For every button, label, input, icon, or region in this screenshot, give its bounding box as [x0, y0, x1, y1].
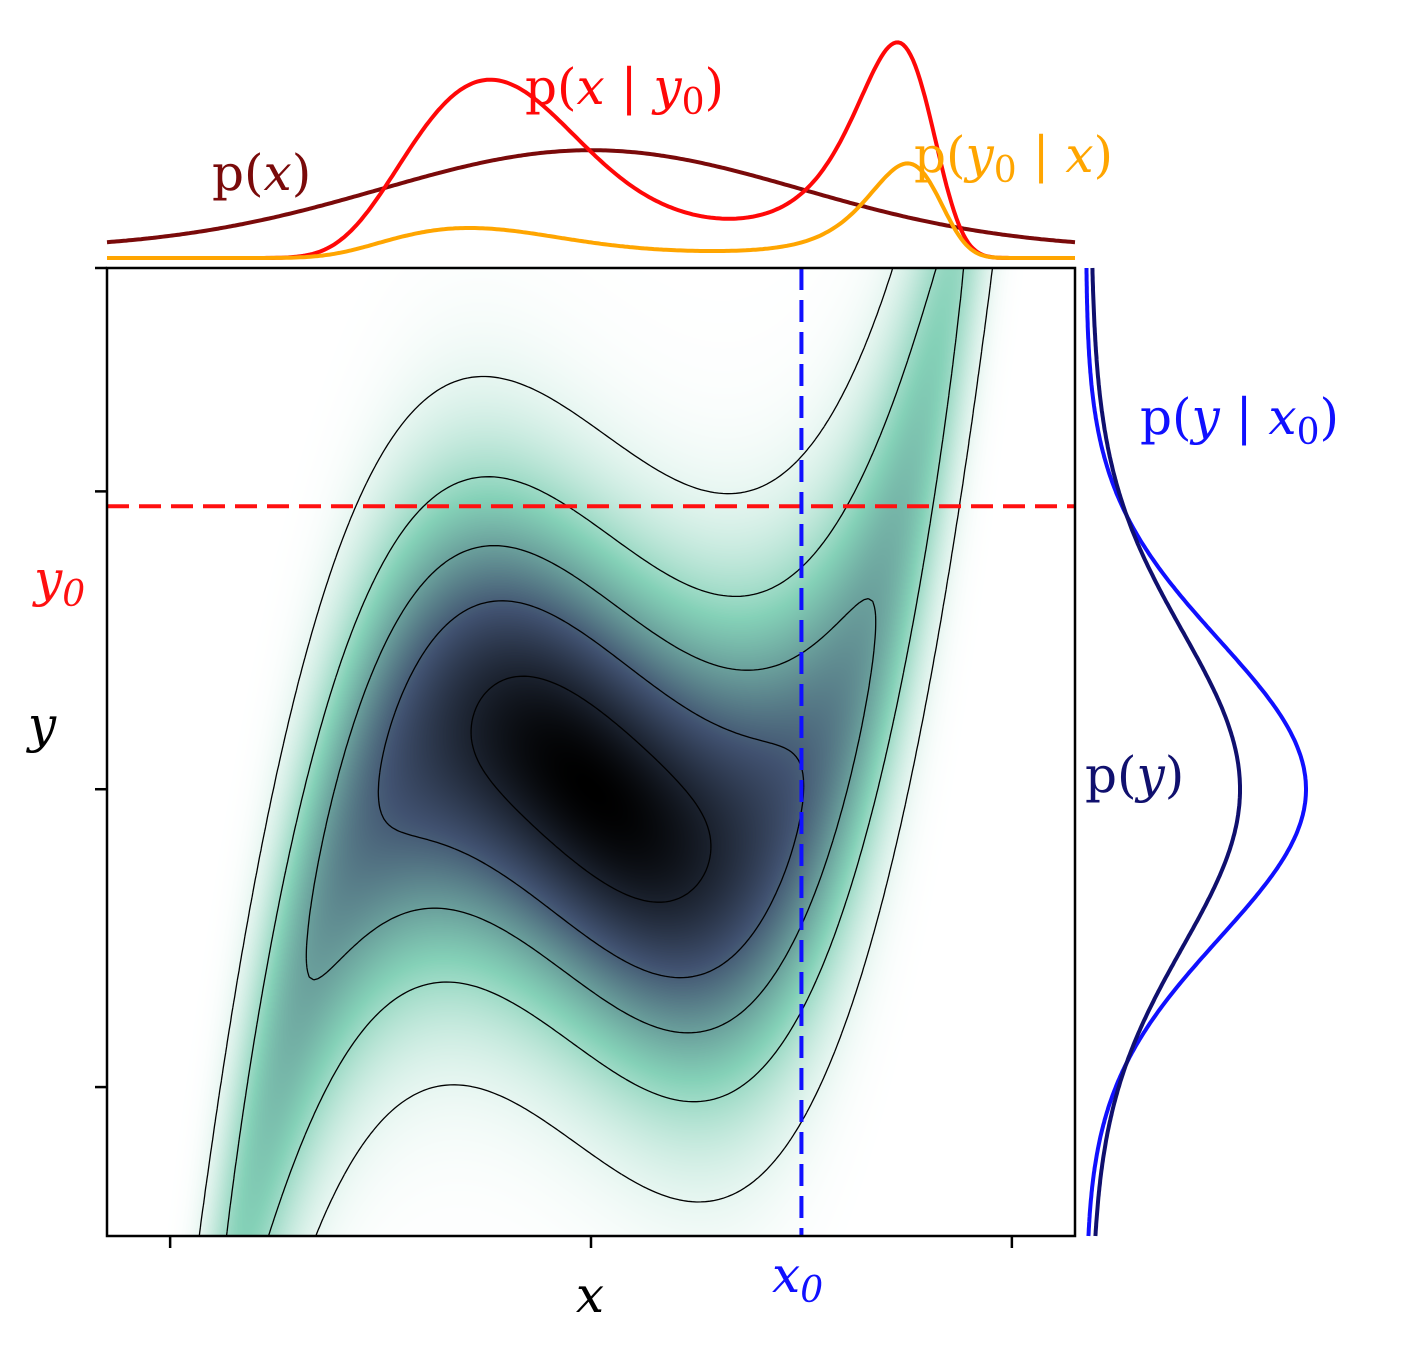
contour-lines [198, 268, 994, 1236]
contour-level-3 [377, 600, 805, 979]
top-marginal-curve-2 [107, 161, 1075, 260]
x0-label: x0 [772, 1246, 823, 1311]
contour-level-2 [305, 544, 877, 1034]
x-axis-label: x [576, 1266, 604, 1324]
y-axis-label: y [26, 696, 57, 754]
label-p-x: p(x) [212, 144, 311, 202]
contour-level-4 [470, 675, 712, 903]
label-p-y-given-x0: p(y | x0) [1140, 388, 1339, 453]
heatmap [107, 268, 1075, 1236]
label-p-y: p(y) [1085, 746, 1184, 804]
right-marginal-curves [1084, 267, 1308, 1237]
axis-ticks [95, 266, 1014, 1248]
contour-level-1 [225, 268, 965, 1236]
right-marginal-curve-1 [1090, 267, 1242, 1237]
label-p-y0-given-x: p(y0 | x) [914, 126, 1113, 191]
y0-label: y0 [32, 550, 85, 615]
contour-level-0 [198, 268, 994, 1236]
label-p-x-given-y0: p(x | y0) [525, 58, 724, 123]
top-marginal-curves [106, 40, 1076, 260]
